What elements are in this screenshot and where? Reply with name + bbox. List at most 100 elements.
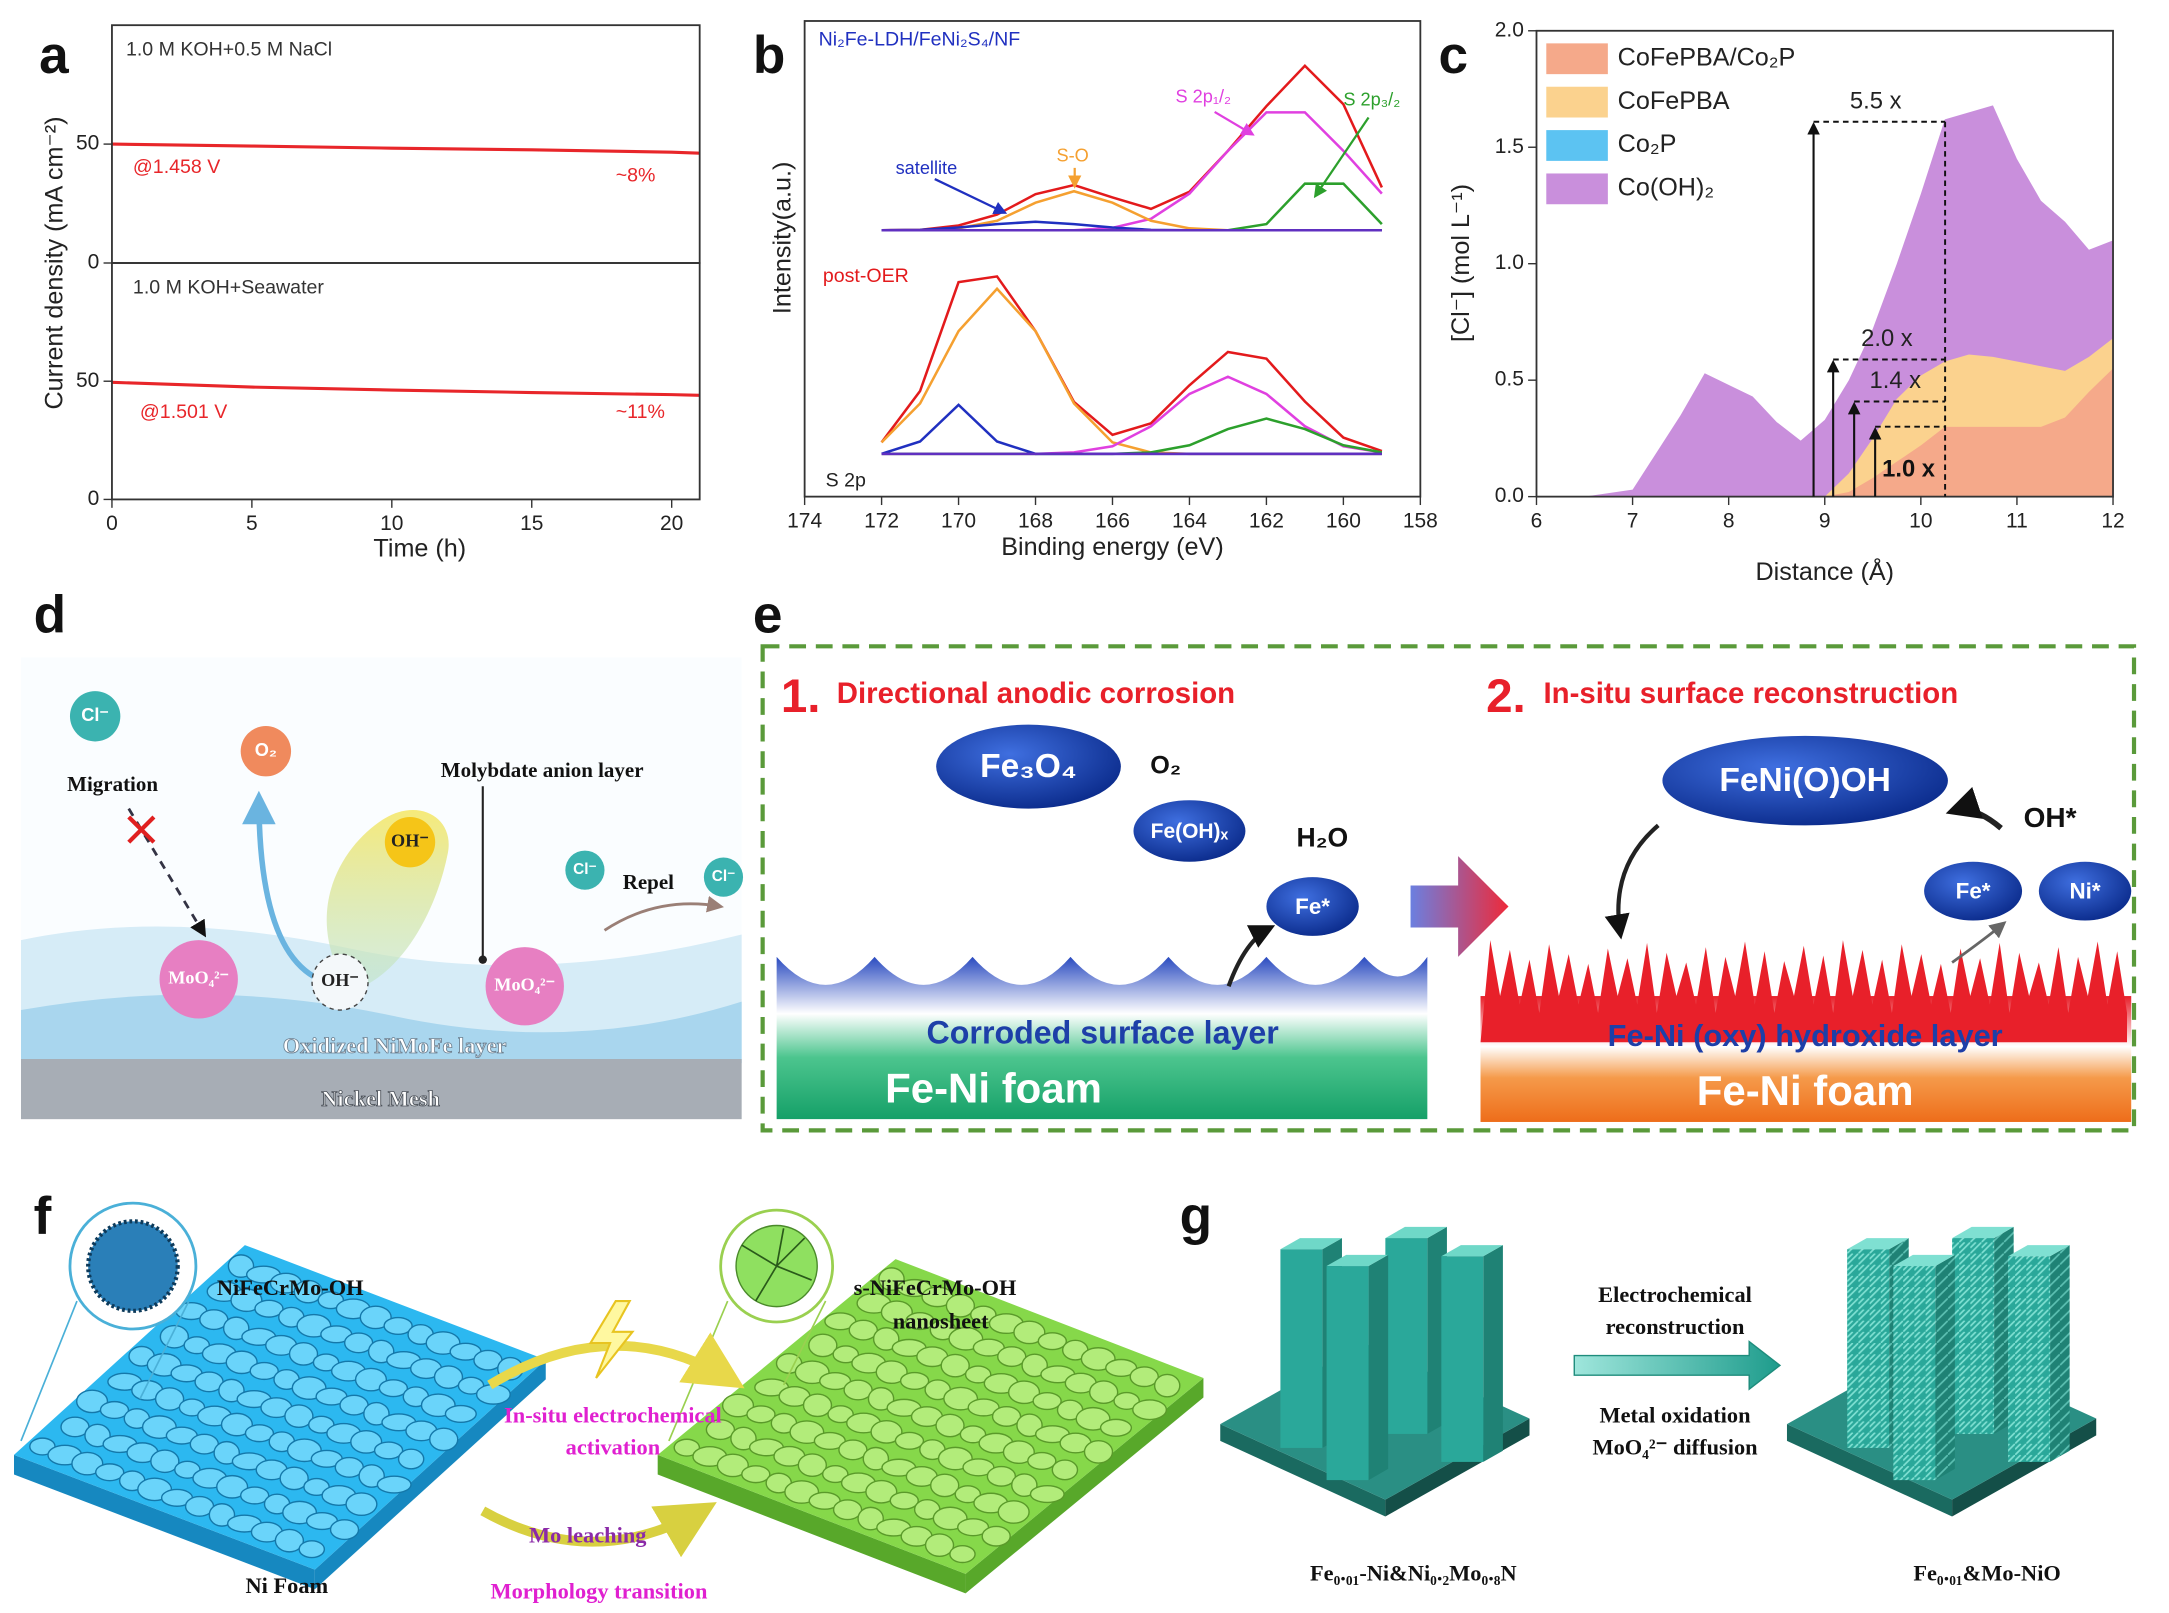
- zoom-line: [20, 1300, 78, 1442]
- panel-label: g: [1180, 1187, 1212, 1246]
- pillar-front: [1441, 1256, 1484, 1462]
- corroded-layer: [776, 956, 1428, 1120]
- oh-ion: [311, 953, 369, 1011]
- foam-bump: [997, 1346, 1027, 1368]
- pillar-top: [1847, 1238, 1909, 1250]
- leaching-label: Mo leaching: [529, 1523, 646, 1548]
- data-line: [881, 63, 1384, 232]
- foam-bump: [716, 1453, 749, 1478]
- x-tick-label: 172: [864, 509, 899, 532]
- foam-bump: [1083, 1439, 1114, 1464]
- foam-bump: [880, 1300, 913, 1325]
- base-side: [1220, 1424, 1386, 1517]
- foam-bump: [378, 1379, 409, 1398]
- foam-bump: [1088, 1380, 1119, 1404]
- species-label: FeNi(O)OH: [1719, 762, 1891, 799]
- species-label: Fe(OH)ₓ: [1151, 820, 1229, 843]
- panel-e-frame: [760, 644, 2137, 1133]
- oh-label: OH⁻: [321, 970, 359, 990]
- repel-arrow: [603, 895, 724, 932]
- foam-bump: [991, 1405, 1022, 1427]
- y-axis-label: [Cl⁻] (mol L⁻¹): [1447, 184, 1475, 342]
- pillar-front: [1893, 1266, 1936, 1481]
- species: [2038, 861, 2132, 921]
- legend-swatch: [1546, 130, 1608, 161]
- pillar-side: [1483, 1245, 1503, 1462]
- pillar-top: [1893, 1254, 1955, 1267]
- x-axis-label: Binding energy (eV): [1001, 533, 1224, 561]
- legend-label: CoFePBA: [1618, 87, 1730, 115]
- foam-bump: [848, 1319, 878, 1341]
- o2-arrow: [242, 790, 321, 982]
- foam-bump: [959, 1425, 987, 1444]
- legend-label: CoFePBA/Co₂P: [1618, 43, 1796, 71]
- species: [1662, 735, 1948, 826]
- foam-bump: [894, 1431, 925, 1450]
- pillar-top: [1441, 1245, 1503, 1257]
- x-tick-label: 10: [1909, 509, 1932, 532]
- x-tick-label: 20: [660, 512, 683, 535]
- migration-label: Migration: [67, 772, 158, 796]
- annotation: 1.0 x: [1882, 455, 1936, 482]
- foam-bump: [71, 1451, 104, 1476]
- y-tick-label: 1.5: [1495, 135, 1524, 158]
- foam-bump: [1011, 1473, 1038, 1498]
- precursor-label: Fe₀.₀₁-Ni&Ni₀.₂Mo₀.₈N: [1310, 1560, 1517, 1585]
- step-number: 1.: [781, 670, 821, 723]
- foam-bump: [154, 1387, 185, 1411]
- annotation: Ni₂Fe-LDH/FeNi₂S₄/NF: [819, 29, 1021, 51]
- panel-label: f: [34, 1187, 52, 1246]
- peak-arrow: [1313, 116, 1370, 199]
- foam-bump: [254, 1299, 284, 1318]
- foam-bump: [997, 1500, 1030, 1524]
- foam-bump: [1051, 1459, 1079, 1481]
- pillar-side: [1935, 1254, 1955, 1481]
- foam-bump: [284, 1404, 314, 1429]
- foam-label: Fe-Ni foam: [1697, 1067, 1914, 1114]
- foam-bump: [870, 1419, 903, 1444]
- legend-swatch: [1546, 86, 1608, 118]
- foam-bump: [75, 1389, 109, 1414]
- foam-bump: [1021, 1353, 1048, 1378]
- pillar-top: [1952, 1226, 2014, 1239]
- foam-bump: [1129, 1366, 1159, 1388]
- foam-bump: [730, 1426, 757, 1451]
- foam-bump: [1153, 1373, 1181, 1398]
- x-tick-label: 168: [1018, 509, 1053, 532]
- annotation: @1.458 V: [133, 156, 220, 178]
- pillar-front: [1952, 1238, 1995, 1434]
- pillar-front: [1385, 1238, 1428, 1434]
- foam-bump: [345, 1492, 378, 1517]
- legend-label: Co(OH)₂: [1618, 174, 1714, 202]
- species: [1133, 800, 1246, 862]
- foam-bump: [1002, 1440, 1035, 1465]
- process-arrow: [1226, 925, 1276, 987]
- foam-bump: [279, 1466, 309, 1491]
- oh-ion: [384, 816, 436, 868]
- foam-bump: [905, 1311, 935, 1331]
- pillar-front: [1280, 1249, 1323, 1448]
- foam-bump: [1037, 1332, 1068, 1351]
- x-tick-label: 164: [1172, 509, 1207, 532]
- data-line: [111, 142, 700, 155]
- panel-labels: a b c d e f g: [34, 26, 1469, 1246]
- x-tick-label: 0: [106, 512, 118, 535]
- annotation: ~11%: [616, 401, 665, 423]
- pillar-front: [1847, 1249, 1890, 1448]
- foam-bump: [862, 1446, 890, 1471]
- y-tick-label: 50: [76, 369, 99, 392]
- product-label: s-NiFeCrMo-OH: [854, 1275, 1017, 1300]
- foam-bump: [981, 1525, 1011, 1547]
- x-tick-label: 174: [787, 509, 822, 532]
- oh-label: OH⁻: [391, 830, 429, 850]
- foam-bump: [288, 1342, 319, 1366]
- foam-bump: [433, 1365, 464, 1390]
- x-tick-label: 160: [1326, 509, 1361, 532]
- moo4-ion: [159, 940, 238, 1019]
- cl-ion: [565, 850, 605, 890]
- foam-bump: [867, 1386, 895, 1411]
- process-label: Electrochemical: [1598, 1282, 1752, 1307]
- y-axis-label: Current density (mA cm⁻²): [41, 117, 69, 410]
